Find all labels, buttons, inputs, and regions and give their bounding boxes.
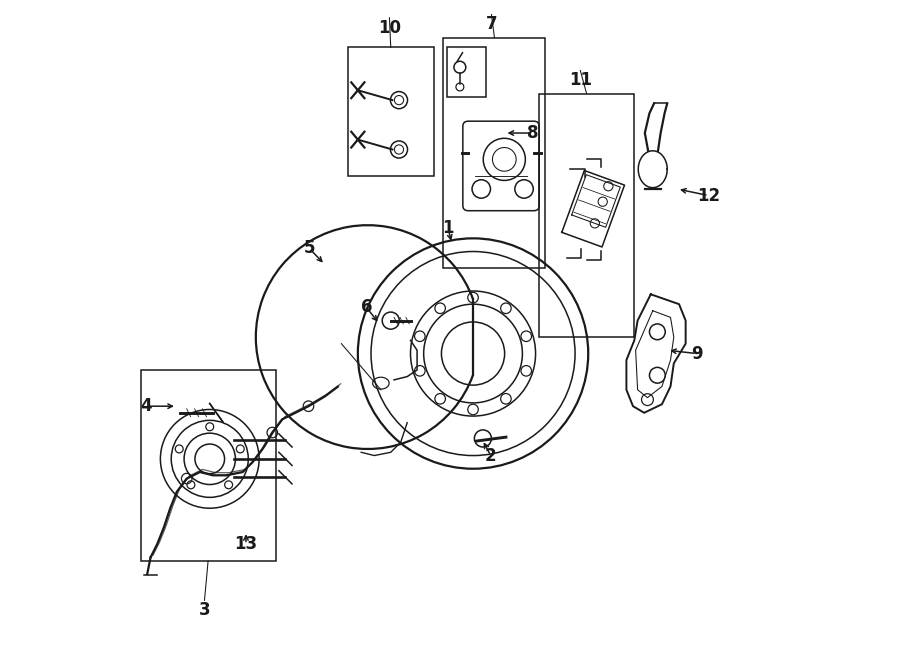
Text: 13: 13 — [234, 535, 257, 553]
Text: 11: 11 — [569, 71, 592, 89]
Text: 8: 8 — [527, 124, 539, 142]
Bar — [446, 48, 486, 97]
Text: 7: 7 — [486, 15, 498, 34]
Text: 4: 4 — [140, 397, 152, 415]
Text: 3: 3 — [199, 602, 211, 619]
Text: 5: 5 — [303, 239, 315, 257]
Text: 9: 9 — [691, 344, 703, 362]
Bar — [140, 370, 275, 561]
Text: 6: 6 — [361, 299, 373, 317]
Text: 10: 10 — [378, 19, 400, 37]
Bar — [444, 38, 545, 268]
Bar — [348, 48, 434, 176]
Text: 12: 12 — [698, 186, 720, 204]
Bar — [539, 94, 634, 337]
Text: 2: 2 — [485, 447, 497, 465]
Text: 1: 1 — [442, 219, 454, 237]
